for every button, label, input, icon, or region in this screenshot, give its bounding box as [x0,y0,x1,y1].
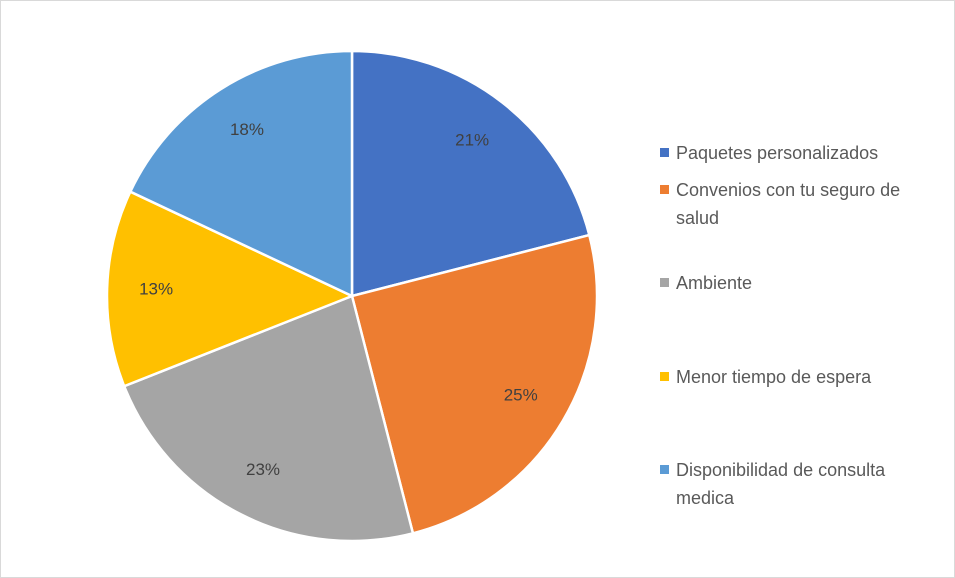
pie-slice [350,49,591,298]
legend-swatch [660,148,669,157]
pie-slice [350,233,599,535]
legend-swatch [660,278,669,287]
data-label: 18% [230,120,264,139]
pie-slice [122,294,415,543]
legend-label: Convenios con tu seguro de salud [676,180,901,228]
pie-slice [105,190,356,388]
data-label: 13% [139,279,173,298]
legend-item: Menor tiempo de espera [660,363,925,391]
data-label: 25% [504,385,538,404]
legend-label: Ambiente [676,273,753,293]
legend-item: Convenios con tu seguro de salud [660,176,925,232]
legend-item: Disponibilidad de consulta medica [660,456,925,512]
legend-swatch [660,465,669,474]
legend-item: Ambiente [660,269,925,297]
data-label: 23% [246,460,280,479]
pie-slice [128,49,354,298]
legend-label: Menor tiempo de espera [676,367,872,387]
legend-label: Disponibilidad de consulta medica [676,460,886,508]
data-label: 21% [455,131,489,150]
legend-item: Paquetes personalizados [660,139,925,167]
legend-swatch [660,185,669,194]
legend-swatch [660,372,669,381]
legend-label: Paquetes personalizados [676,143,879,163]
